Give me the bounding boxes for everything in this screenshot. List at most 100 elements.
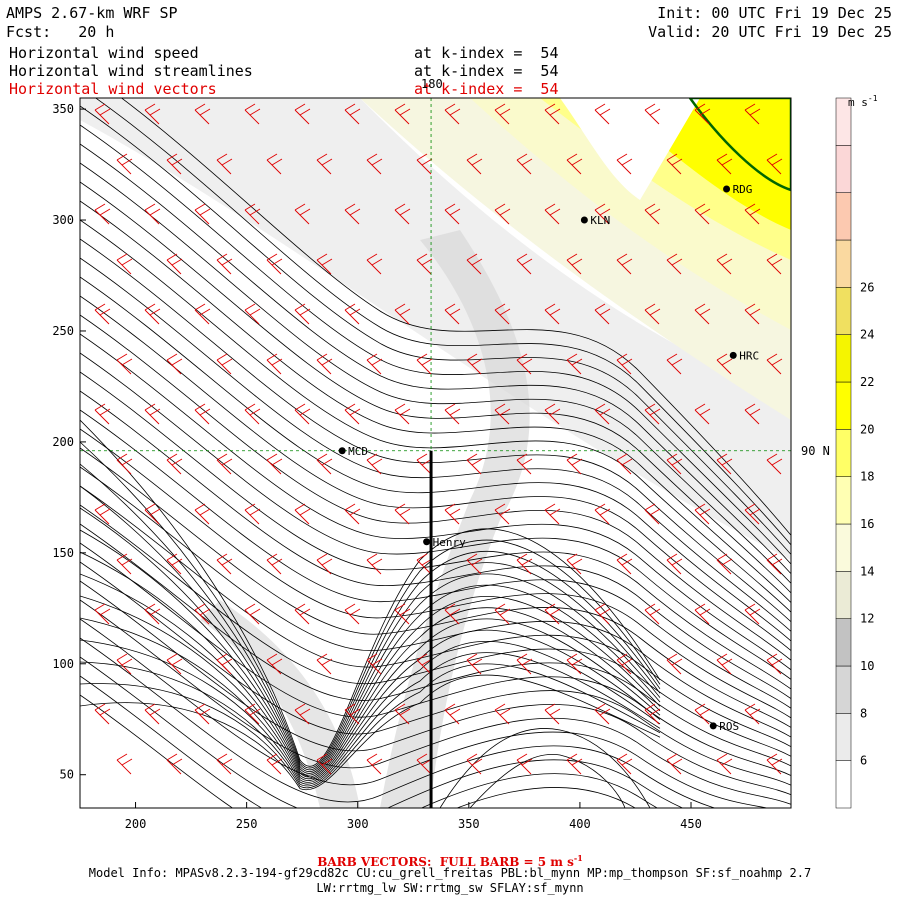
streamline bbox=[80, 371, 791, 690]
wind-barb bbox=[244, 203, 261, 225]
wind-barb bbox=[216, 353, 233, 375]
streamline bbox=[469, 753, 626, 808]
colorbar-label: 26 bbox=[860, 280, 874, 294]
wind-barb bbox=[166, 153, 183, 175]
wind-barb bbox=[544, 603, 561, 625]
wind-barb bbox=[316, 653, 333, 675]
streamline bbox=[80, 551, 661, 778]
wind-barb bbox=[216, 253, 233, 275]
x-tick-label: 400 bbox=[569, 817, 591, 831]
streamline bbox=[80, 652, 661, 787]
streamline bbox=[80, 507, 661, 774]
wind-barb bbox=[116, 553, 133, 575]
streamline bbox=[80, 257, 791, 632]
wind-barb bbox=[444, 503, 461, 525]
wind-barb bbox=[244, 703, 261, 725]
streamline bbox=[80, 675, 659, 808]
colorbar-swatch bbox=[835, 571, 852, 619]
wind-barb bbox=[294, 103, 311, 125]
wind-barb bbox=[394, 603, 411, 625]
streamlines bbox=[80, 98, 791, 808]
wind-barb bbox=[494, 403, 511, 425]
colorbar-swatch bbox=[835, 476, 852, 525]
wind-barb bbox=[266, 253, 283, 275]
streamline bbox=[80, 663, 661, 789]
wind-barb bbox=[494, 503, 511, 525]
wind-barb bbox=[644, 503, 661, 525]
wind-barb bbox=[516, 753, 533, 775]
streamline bbox=[80, 617, 661, 783]
colorbar-label: 20 bbox=[860, 422, 874, 436]
wind-barb bbox=[216, 453, 233, 475]
colorbar-unit: m s-1 bbox=[848, 94, 878, 109]
colorbar-swatch bbox=[835, 192, 852, 241]
wind-barb bbox=[394, 303, 411, 325]
wind-barb bbox=[244, 503, 261, 525]
wind-barb bbox=[116, 153, 133, 175]
wind-barb bbox=[366, 553, 383, 575]
streamline bbox=[80, 428, 791, 719]
x-tick-label: 250 bbox=[236, 817, 258, 831]
forecast-hour: Fcst: 20 h bbox=[6, 23, 115, 41]
streamline bbox=[80, 124, 791, 565]
wind-barb bbox=[294, 203, 311, 225]
shading-band bbox=[380, 230, 530, 808]
wind-barb bbox=[544, 203, 561, 225]
wind-barb bbox=[294, 703, 311, 725]
colorbar-swatch bbox=[835, 618, 852, 667]
streamline bbox=[80, 390, 791, 700]
model-title: AMPS 2.67-km WRF SP bbox=[6, 4, 178, 22]
wind-barb bbox=[694, 203, 711, 225]
wind-barb bbox=[616, 153, 633, 175]
station-dot bbox=[729, 351, 737, 359]
station-label: RDG bbox=[733, 183, 753, 196]
wind-barb bbox=[444, 203, 461, 225]
wind-barb bbox=[416, 353, 433, 375]
wind-barb bbox=[366, 153, 383, 175]
wind-barb bbox=[266, 653, 283, 675]
meridian-label: 180 bbox=[421, 77, 443, 91]
streamline bbox=[80, 637, 717, 808]
wind-barb bbox=[716, 353, 733, 375]
wind-barb bbox=[194, 403, 211, 425]
colorbar-label: 16 bbox=[860, 517, 874, 531]
streamline bbox=[80, 419, 661, 767]
wind-barb bbox=[466, 353, 483, 375]
y-tick-label: 350 bbox=[52, 102, 74, 116]
wind-barb bbox=[566, 453, 583, 475]
wind-barb bbox=[316, 153, 333, 175]
wind-barb bbox=[644, 303, 661, 325]
wind-barb bbox=[766, 753, 783, 775]
wind-barb bbox=[344, 203, 361, 225]
station-label: ROS bbox=[719, 720, 739, 733]
wind-barb bbox=[344, 503, 361, 525]
streamline bbox=[80, 580, 791, 796]
wind-barb bbox=[94, 603, 111, 625]
layer-name-streamlines: Horizontal wind streamlines bbox=[9, 62, 253, 80]
wind-barb bbox=[744, 103, 761, 125]
wind-barb bbox=[716, 153, 733, 175]
station-markers: KLN RDG HRC MCD Henry ROS bbox=[338, 183, 759, 733]
colorbar-swatch bbox=[835, 239, 852, 288]
wind-barb bbox=[116, 653, 133, 675]
plot-frame bbox=[79, 97, 792, 809]
wind-barb bbox=[244, 303, 261, 325]
wind-barb bbox=[316, 253, 333, 275]
streamline bbox=[80, 485, 791, 748]
streamline bbox=[80, 573, 661, 779]
wind-barb bbox=[666, 553, 683, 575]
wind-barb bbox=[116, 453, 133, 475]
wind-barb bbox=[594, 303, 611, 325]
wind-barb bbox=[216, 153, 233, 175]
x-tick-label: 350 bbox=[458, 817, 480, 831]
wind-barb bbox=[516, 453, 533, 475]
wind-barb bbox=[744, 203, 761, 225]
wind-barbs bbox=[94, 103, 783, 775]
wind-barb bbox=[744, 703, 761, 725]
wind-barb bbox=[94, 203, 111, 225]
wind-barb bbox=[116, 753, 133, 775]
wind-barb bbox=[266, 753, 283, 775]
wind-barb bbox=[516, 653, 533, 675]
wind-barb bbox=[644, 703, 661, 725]
wind-barb bbox=[716, 653, 733, 675]
